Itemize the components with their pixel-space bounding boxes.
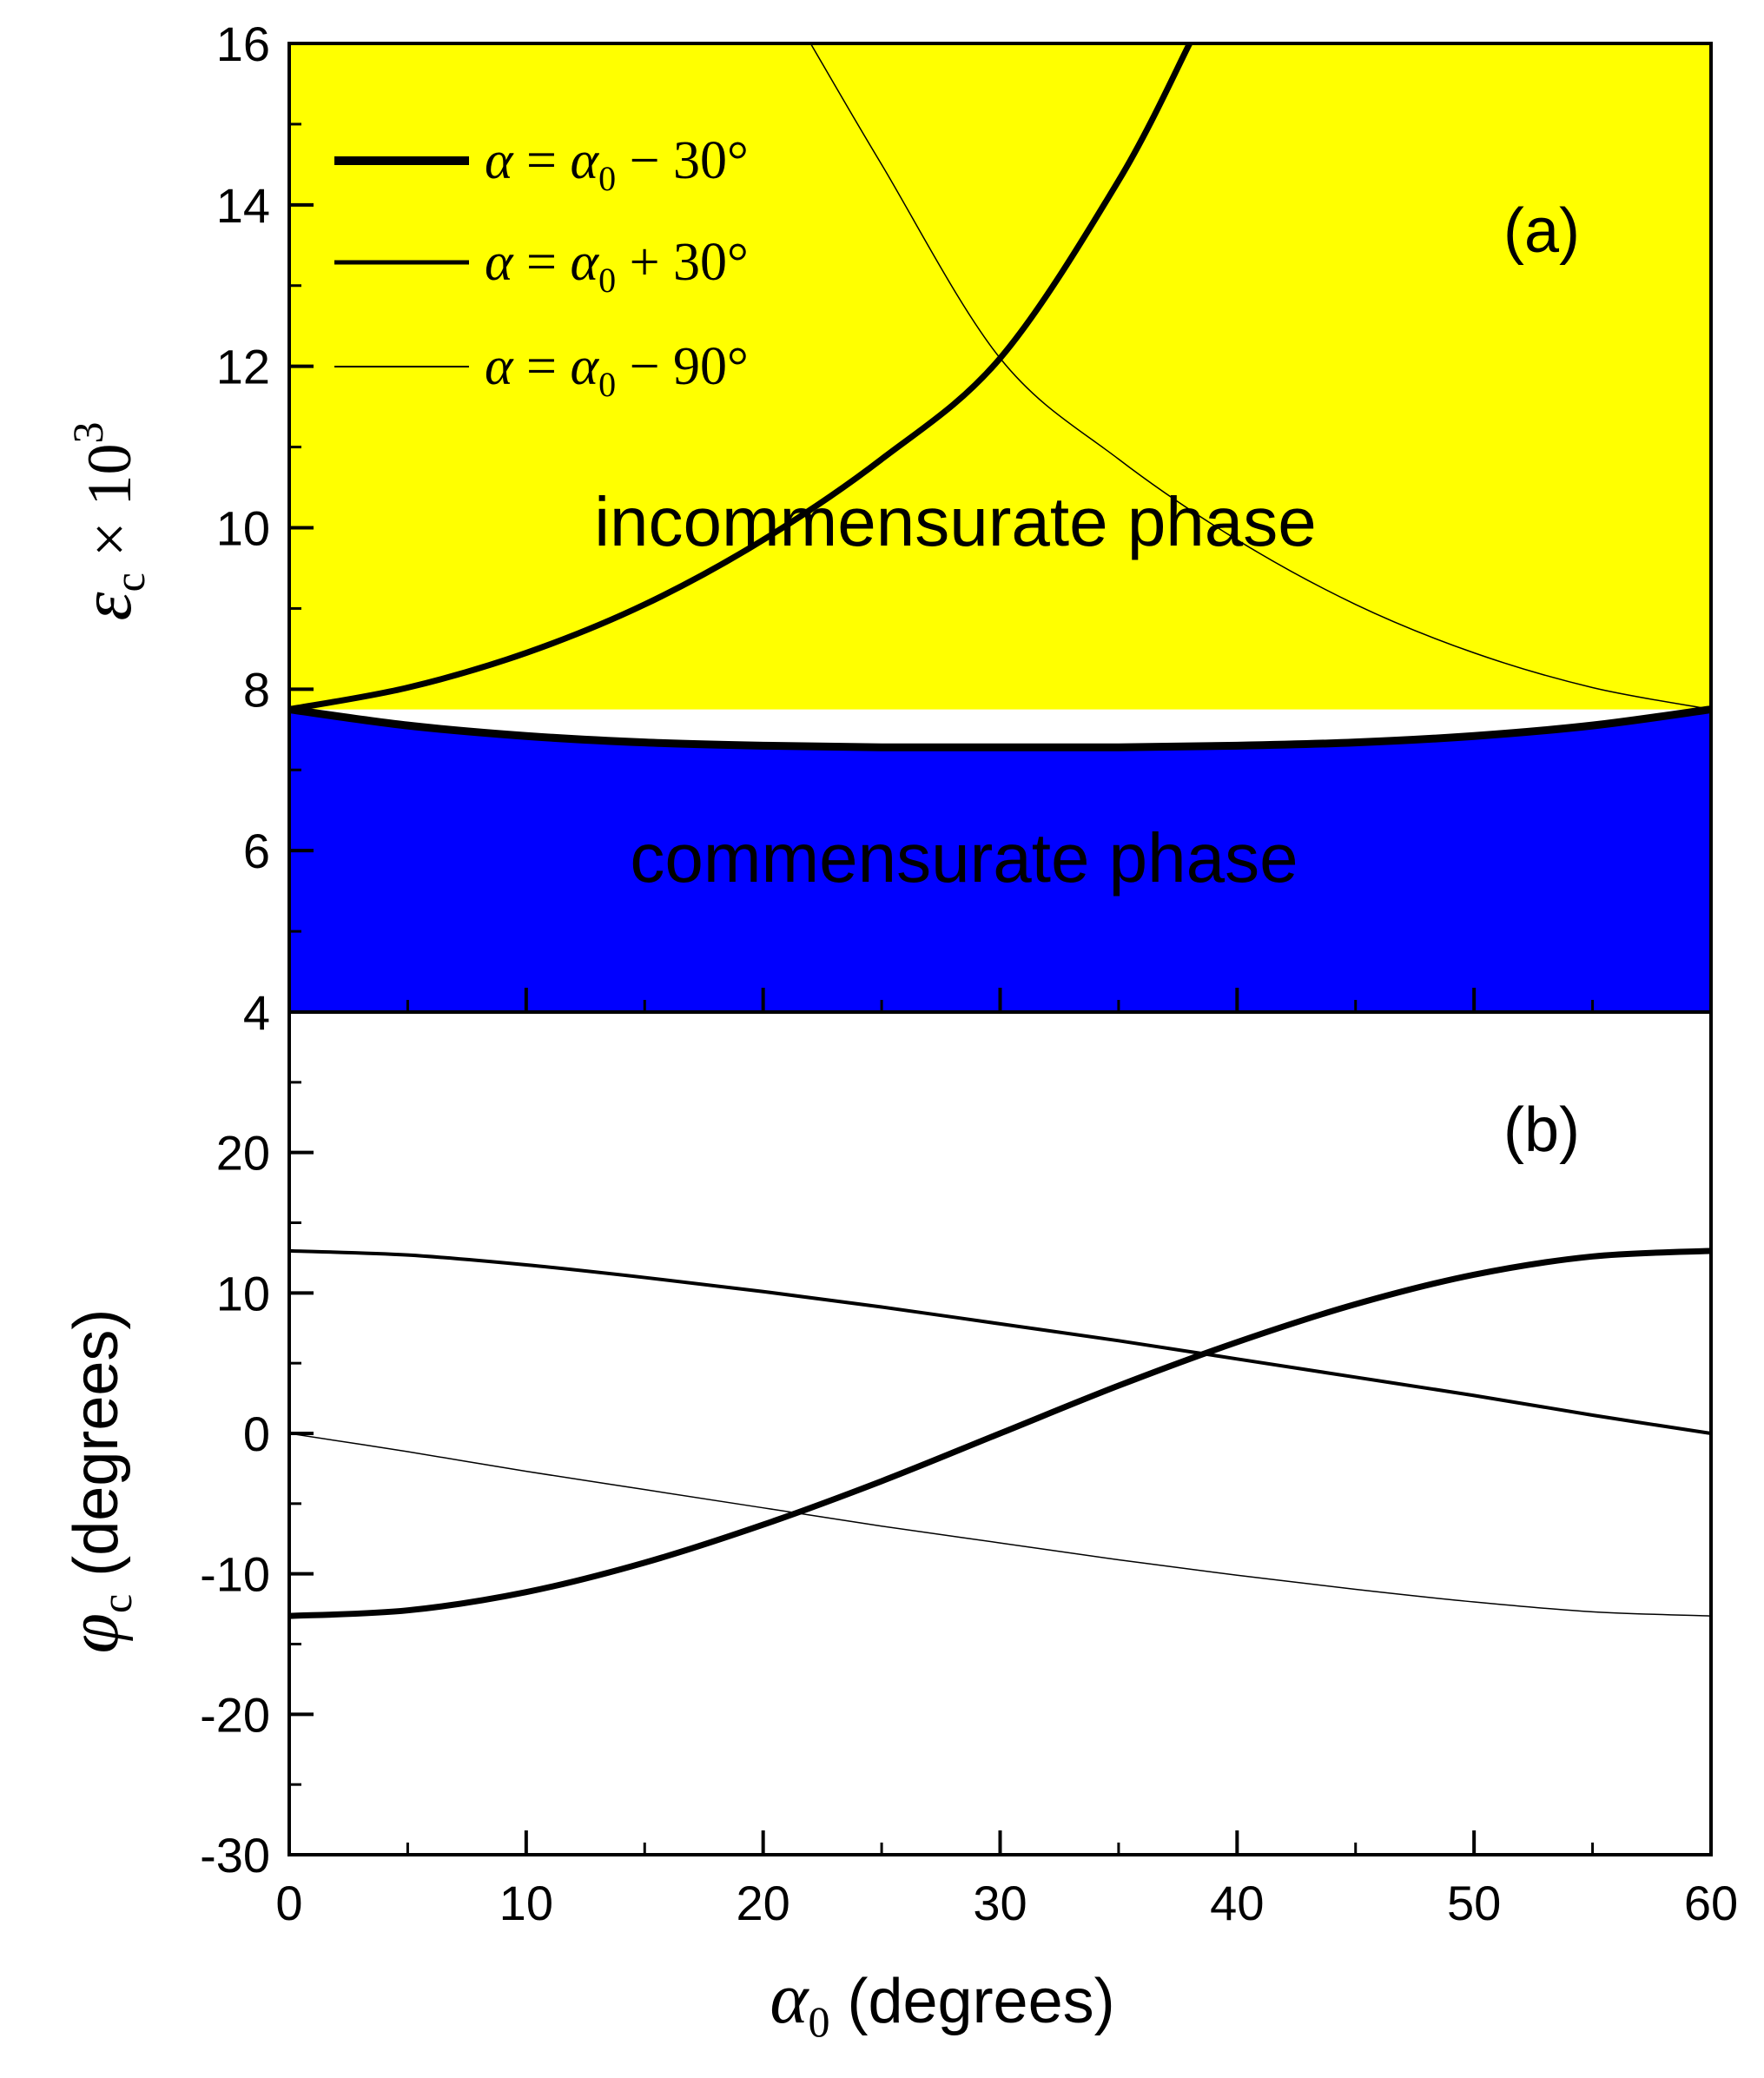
y-tick-label-a: 16 [216,17,270,71]
commensurate-region [289,709,1711,1012]
x-tick-label: 10 [499,1876,553,1930]
x-tick-label: 0 [275,1876,302,1930]
curve-b-series-3 [288,1433,1712,1617]
x-tick-label: 30 [973,1876,1027,1930]
panel-a: incommensurate phase commensurate phase … [63,17,1713,1040]
legend-label-2: α = α0 + 30° [485,233,749,300]
curve-b-series-2 [288,1248,1712,1435]
legend-label-1: α = α0 − 30° [485,131,749,198]
curve-a-series-1 [288,42,1193,713]
y-tick-label-b: 0 [243,1406,270,1461]
panel-b-frame [287,1010,1713,1856]
x-axis-label: α0 (degrees) [770,1958,1114,2046]
phase-boundary-line [288,705,1712,751]
incommensurate-label: incommensurate phase [594,483,1317,560]
y-axis-label-a: εc × 103 [63,422,154,621]
legend-label-3: α = α0 − 90° [485,337,749,404]
y-tick-label-b: 10 [216,1266,270,1320]
y-tick-label-b: 20 [216,1126,270,1181]
y-tick-label-a: 4 [243,985,270,1040]
y-tick-label-a: 10 [216,501,270,556]
curve-b-series-1 [288,1247,1712,1619]
series-group-b [288,1247,1712,1619]
y-ticks-a: 4 6 8 10 12 14 16 [216,17,314,1040]
x-tick-label: 20 [737,1876,790,1930]
y-axis-label-b: φc (degrees) [53,1309,141,1654]
y-ticks-b: -30 -20 -10 0 10 20 [200,1081,314,1883]
curve-a-series-3 [809,43,1712,711]
panel-b: (b) -30 -20 -10 0 10 20 0 10 20 30 40 50 60 φc (deg… [53,988,1738,2046]
x-tick-label: 60 [1684,1876,1738,1930]
series-group-a [288,42,1712,713]
x-ticks-b: 0 10 20 30 40 50 60 [275,988,1738,1930]
y-tick-label-b: -10 [200,1547,270,1602]
legend: α = α0 − 30° α = α0 + 30° α = α0 − 90° [334,131,749,404]
y-tick-label-b: -30 [200,1828,270,1883]
y-tick-label-a: 8 [243,662,270,717]
commensurate-label: commensurate phase [630,819,1298,897]
panel-label-b: (b) [1503,1095,1580,1165]
y-tick-label-a: 14 [216,178,270,233]
x-tick-label: 50 [1447,1876,1501,1930]
y-tick-label-a: 12 [216,340,270,394]
y-tick-label-b: -20 [200,1687,270,1742]
incommensurate-region [289,43,1711,710]
y-tick-label-a: 6 [243,824,270,878]
x-tick-label: 40 [1210,1876,1264,1930]
panel-label-a: (a) [1503,196,1580,266]
